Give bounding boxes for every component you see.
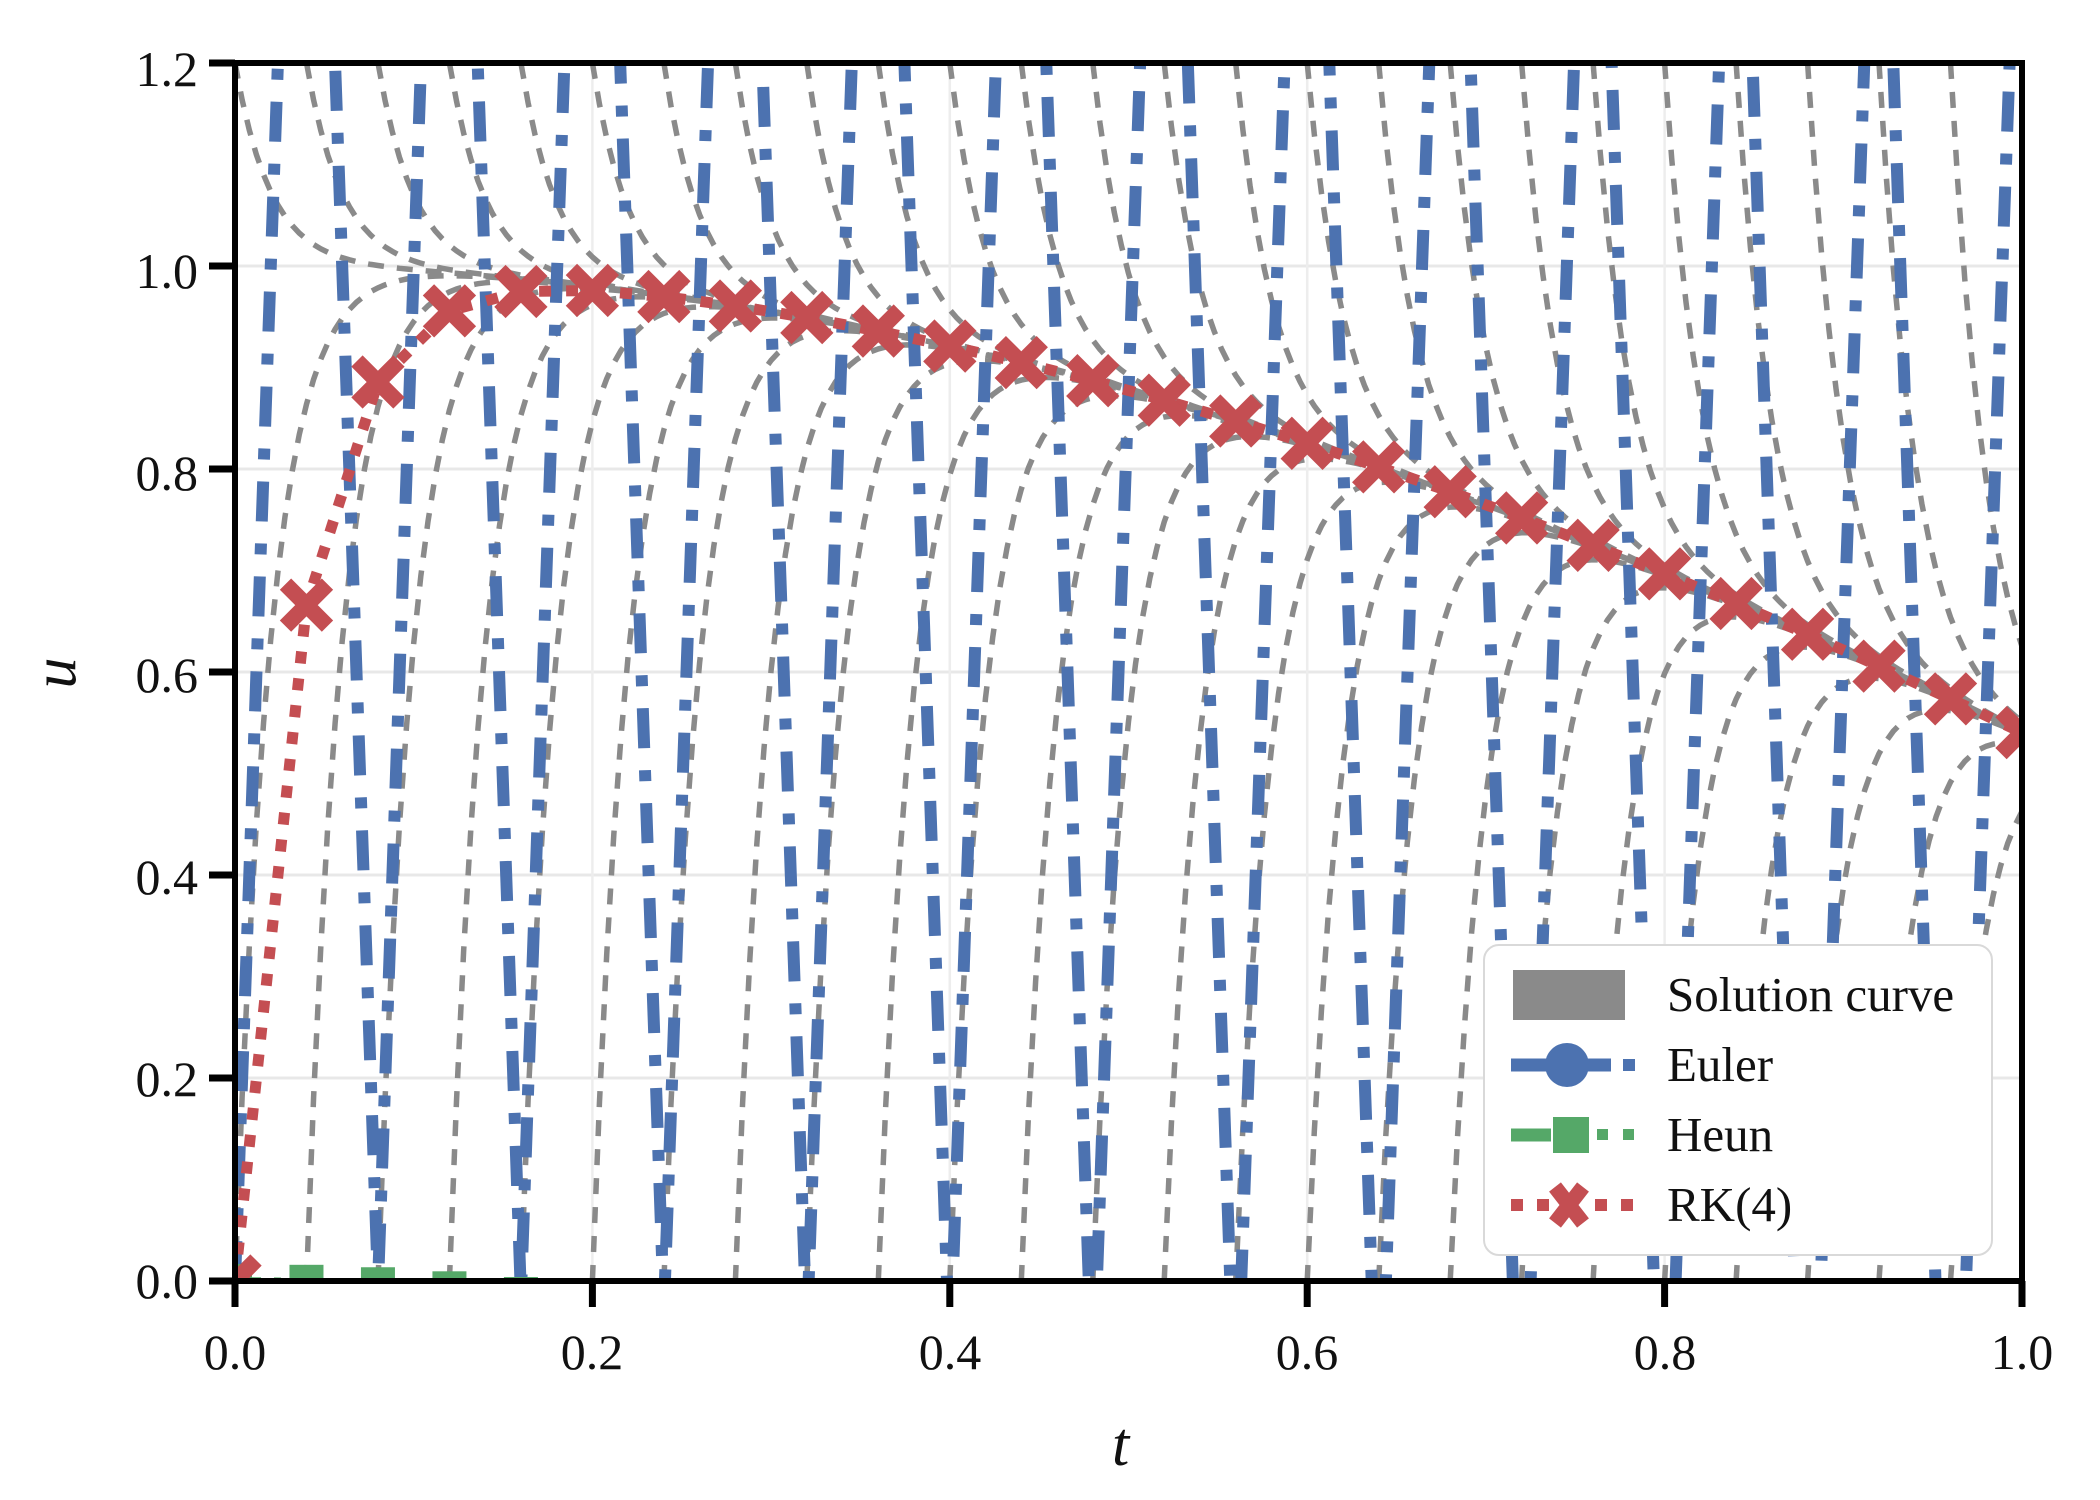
plot-area [235,63,2022,1281]
xtick-label-0.8: 0.8 [1633,1324,1697,1380]
ytick-label-0.8: 0.8 [135,445,199,501]
xtick-label-0.4: 0.4 [918,1324,982,1380]
xtick-label-0.2: 0.2 [560,1324,624,1380]
legend-row-euler: Euler [1511,1032,1965,1098]
legend: Solution curve Euler Heun [1483,944,1993,1256]
xtick-label-0.6: 0.6 [1275,1324,1339,1380]
legend-label-heun: Heun [1667,1107,1774,1162]
rk4-line-swatch-icon [1511,1182,1633,1228]
legend-row-heun: Heun [1511,1102,1965,1168]
legend-label-euler: Euler [1667,1037,1774,1092]
ytick-label-0.2: 0.2 [135,1051,199,1107]
euler-line-swatch-icon [1511,1043,1635,1087]
xtick-label-1.0: 1.0 [1990,1324,2054,1380]
x-axis-label: t [1112,1411,1130,1479]
solution-curve-swatch-icon [1513,970,1625,1020]
ytick-label-0.0: 0.0 [135,1253,199,1309]
ytick-label-0.6: 0.6 [135,647,199,703]
ytick-label-1.0: 1.0 [135,243,199,299]
ytick-label-1.2: 1.2 [135,41,199,97]
ytick-label-0.4: 0.4 [135,849,199,905]
xtick-label-0.0: 0.0 [203,1324,267,1380]
y-axis-label: u [21,657,90,689]
legend-row-solution-curve: Solution curve [1511,962,1965,1028]
heun-line-swatch-icon [1511,1117,1634,1153]
legend-label-solution-curve: Solution curve [1667,967,1955,1022]
legend-label-rk4: RK(4) [1667,1177,1793,1232]
legend-row-rk4: RK(4) [1511,1172,1965,1238]
